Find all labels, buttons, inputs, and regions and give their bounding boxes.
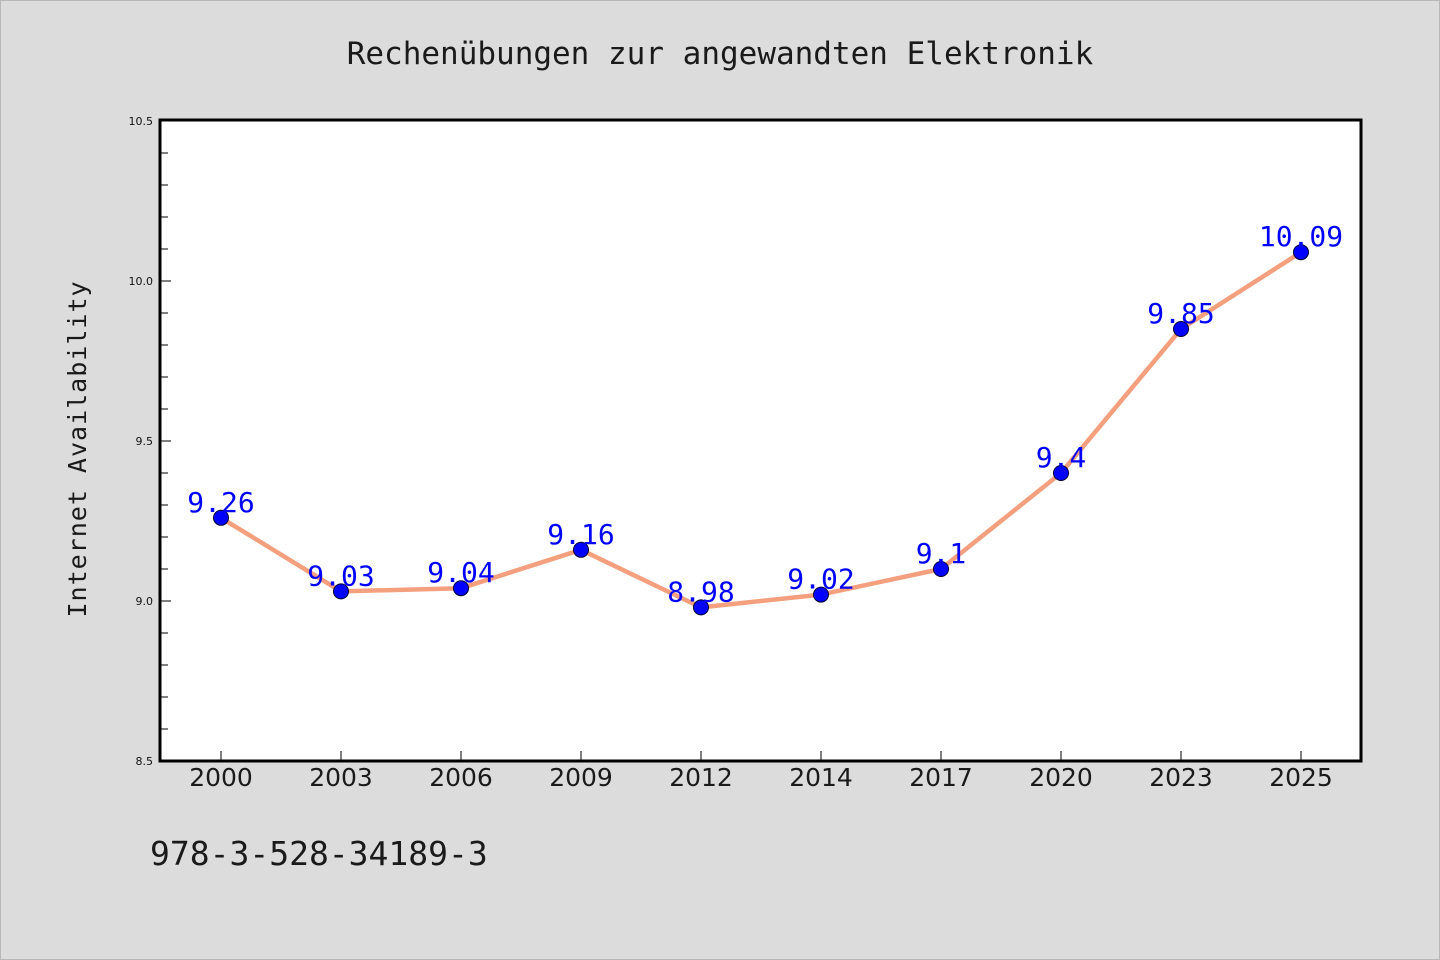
series-points-group [213, 244, 1309, 616]
data-point [1173, 321, 1189, 337]
data-label: 9.85 [1147, 297, 1214, 330]
data-point [1293, 244, 1309, 261]
y-tick-label: 9.0 [136, 595, 154, 608]
plot-area [158, 118, 1363, 763]
data-point [213, 509, 229, 526]
data-label: 9.1 [916, 537, 967, 570]
x-axis-ticks [220, 751, 1302, 761]
isbn-footer: 978-3-528-34189-3 [150, 834, 488, 873]
x-tick-label: 2023 [1149, 763, 1213, 792]
data-labels-group: 9.26 9.03 9.04 9.16 8.98 9.02 9.1 9.4 9.85 10.09 [187, 220, 1343, 608]
y-tick-label: 10.0 [129, 275, 154, 288]
data-point [933, 561, 949, 577]
data-point [813, 586, 829, 603]
x-tick-label: 2014 [789, 763, 853, 792]
y-tick-label: 9.5 [136, 435, 154, 448]
x-axis-labels: 2000 2003 2006 2009 2012 2014 2017 2020 2023 2025 [189, 763, 1333, 792]
x-tick-label: 2017 [909, 763, 973, 792]
series-line [218, 249, 1304, 610]
x-tick-label: 2025 [1269, 763, 1333, 792]
data-point [333, 583, 349, 600]
data-point [693, 599, 709, 616]
data-label: 9.03 [307, 559, 374, 592]
data-point [1053, 465, 1069, 481]
x-tick-label: 2003 [309, 763, 373, 792]
x-tick-label: 2000 [189, 763, 253, 792]
y-axis-title: Internet Availability [63, 280, 92, 617]
data-label: 9.4 [1036, 441, 1087, 474]
data-point [573, 541, 589, 558]
data-label: 9.16 [547, 518, 614, 551]
data-label: 10.09 [1259, 220, 1343, 253]
x-tick-label: 2009 [549, 763, 613, 792]
chart-title: Rechenübungen zur angewandten Elektronik [347, 36, 1094, 72]
data-label: 9.26 [187, 486, 254, 519]
y-minor-ticks [161, 120, 171, 762]
series-line-group [218, 249, 1304, 610]
x-tick-label: 2020 [1029, 763, 1093, 792]
y-tick-label: 8.5 [136, 755, 154, 768]
x-tick-label: 2006 [429, 763, 493, 792]
y-tick-label: 10.5 [129, 115, 154, 128]
x-tick-label: 2012 [669, 763, 733, 792]
data-point [453, 580, 469, 597]
data-label: 9.02 [787, 563, 854, 596]
data-label: 8.98 [667, 575, 734, 608]
y-axis-labels: 8.5 9.0 9.5 10.0 10.5 [129, 115, 154, 768]
data-label: 9.04 [427, 556, 494, 589]
